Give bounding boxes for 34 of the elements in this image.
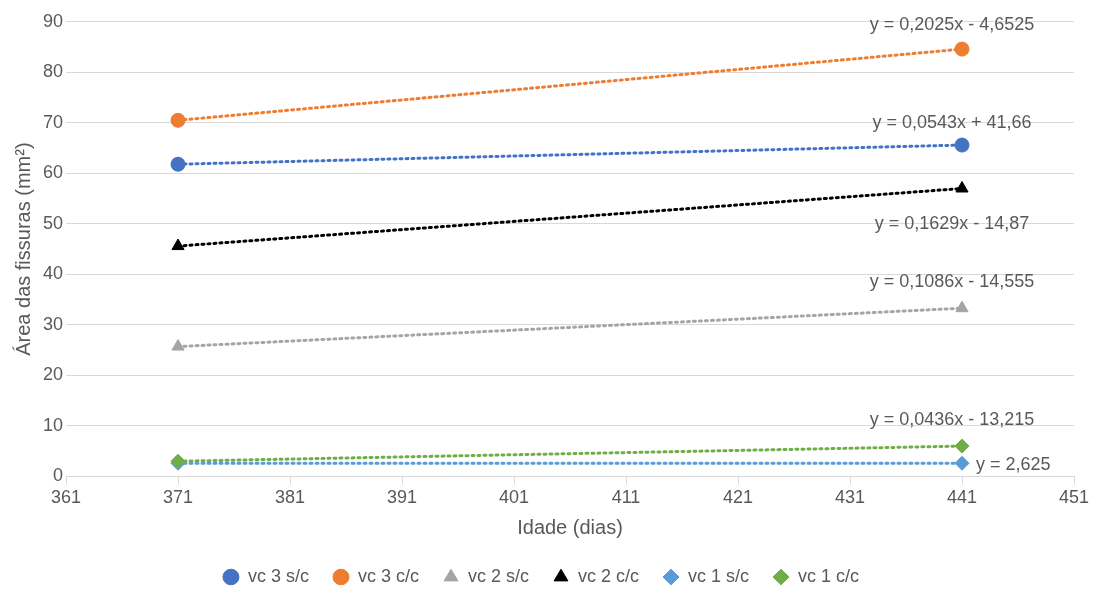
annotation: y = 0,1629x - 14,87 xyxy=(874,213,1030,234)
legend-label: vc 1 c/c xyxy=(798,565,860,586)
x-tick-label: 451 xyxy=(1058,487,1090,508)
y-axis-title: Área das fissuras (mm²) xyxy=(11,142,34,356)
legend-label: vc 3 s/c xyxy=(247,565,309,586)
y-tick-label: 30 xyxy=(42,313,64,334)
y-tick-label: 50 xyxy=(42,212,64,233)
x-tick-label: 401 xyxy=(498,487,530,508)
x-tick-label: 441 xyxy=(946,487,978,508)
x-axis-title: Idade (dias) xyxy=(517,515,623,538)
y-tick-label: 0 xyxy=(53,465,64,486)
y-tick-label: 60 xyxy=(42,162,64,183)
annotation: y = 2,625 xyxy=(976,454,1051,475)
y-tick-label: 10 xyxy=(42,414,64,435)
x-tick-label: 381 xyxy=(274,487,306,508)
x-tick-label: 431 xyxy=(834,487,866,508)
legend-label: vc 2 s/c xyxy=(467,565,529,586)
annotation: y = 0,0436x - 13,215 xyxy=(869,409,1035,430)
y-tick-label: 90 xyxy=(42,10,64,31)
x-tick-label: 411 xyxy=(611,487,641,508)
y-tick-label: 20 xyxy=(42,364,64,385)
y-tick-label: 80 xyxy=(42,61,64,82)
legend-label: vc 1 s/c xyxy=(688,565,750,586)
legend-label: vc 2 c/c xyxy=(578,565,640,586)
x-tick-label: 361 xyxy=(51,487,82,508)
annotation: y = 0,1086x - 14,555 xyxy=(869,271,1035,292)
y-tick-label: 40 xyxy=(42,263,64,284)
x-tick-label: 421 xyxy=(722,487,754,508)
x-tick-label: 371 xyxy=(163,487,194,508)
annotation: y = 0,0543x + 41,66 xyxy=(872,112,1032,133)
annotation: y = 0,2025x - 4,6525 xyxy=(869,14,1035,35)
legend-label: vc 3 c/c xyxy=(357,565,419,586)
y-tick-label: 70 xyxy=(42,111,64,132)
x-tick-label: 391 xyxy=(386,487,418,508)
